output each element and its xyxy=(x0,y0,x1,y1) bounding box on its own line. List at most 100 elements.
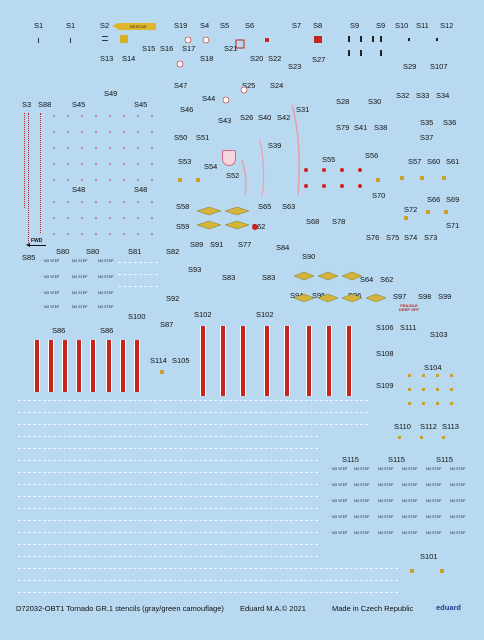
label-s99: S99 xyxy=(438,292,452,301)
label-s24: S24 xyxy=(270,81,284,90)
label-s64: S64 xyxy=(360,275,374,284)
label-s6: S6 xyxy=(245,21,255,30)
no-step-stencil: NO STEP xyxy=(72,305,88,309)
label-s110: S110 xyxy=(394,422,411,431)
no-step-stencil: NO STEP xyxy=(354,499,370,503)
label-s2: S2 xyxy=(100,21,110,30)
label-s103: S103 xyxy=(430,330,448,339)
s104-yellow-grid xyxy=(408,374,453,405)
label-s12: S12 xyxy=(440,21,454,30)
label-s40: S40 xyxy=(258,113,272,122)
label-s69: S69 xyxy=(446,195,460,204)
label-s33: S33 xyxy=(416,91,430,100)
s3-dotted-line xyxy=(24,113,25,208)
no-step-stencil: NO STEP xyxy=(44,291,60,295)
s86-stripe xyxy=(90,340,96,392)
label-s48: S48 xyxy=(134,185,148,194)
label-s102: S102 xyxy=(194,310,212,319)
yellow-square xyxy=(444,210,448,214)
label-s28: S28 xyxy=(336,97,350,106)
s86-stripe xyxy=(120,340,126,392)
no-step-stencil: NO STEP xyxy=(426,467,442,471)
yellow-patch xyxy=(120,35,128,43)
label-s53: S53 xyxy=(178,157,192,166)
no-step-stencil: NO STEP xyxy=(378,499,394,503)
label-s104: S104 xyxy=(424,363,442,372)
label-s60: S60 xyxy=(427,157,441,166)
no-step-stencil: NO STEP xyxy=(332,499,348,503)
stencil-line xyxy=(18,412,368,413)
s88-dotted-line xyxy=(40,113,41,233)
stencil-line xyxy=(18,532,318,533)
s102-stripe xyxy=(284,326,290,396)
no-step-stencil: NO STEP xyxy=(378,531,394,535)
yellow-square xyxy=(426,210,430,214)
label-s106: S106 xyxy=(376,323,394,332)
label-s80: S80 xyxy=(86,247,100,256)
s101-marks xyxy=(410,569,444,573)
label-s84: S84 xyxy=(276,243,290,252)
label-s22: S22 xyxy=(268,54,282,63)
s81-line xyxy=(118,286,158,287)
no-step-stencil: NO STEP xyxy=(450,499,466,503)
label-s1: S1 xyxy=(66,21,76,30)
no-step-stencil: NO STEP xyxy=(450,467,466,471)
yellow-square xyxy=(196,178,200,182)
label-s111: S111 xyxy=(400,323,417,332)
label-s85: S85 xyxy=(22,253,36,262)
label-s83: S83 xyxy=(222,273,236,282)
label-s63: S63 xyxy=(282,202,296,211)
no-step-stencil: NO STEP xyxy=(354,483,370,487)
no-step-stencil: NO STEP xyxy=(402,531,418,535)
stencil-line xyxy=(18,568,398,569)
no-step-stencil: NO STEP xyxy=(378,483,394,487)
stencil-line xyxy=(18,520,318,521)
label-s76: S76 xyxy=(366,233,380,242)
stencil-line xyxy=(18,580,398,581)
s102-stripe xyxy=(200,326,206,396)
label-s42: S42 xyxy=(277,113,291,122)
label-s15: S15 xyxy=(142,44,156,53)
no-step-stencil: NO STEP xyxy=(426,499,442,503)
label-s114: S114 xyxy=(150,356,167,365)
label-s3: S3 xyxy=(22,100,32,109)
label-s25: S25 xyxy=(242,81,256,90)
yellow-square xyxy=(178,178,182,182)
label-s72: S72 xyxy=(404,205,418,214)
label-s48: S48 xyxy=(72,185,86,194)
s102-stripe xyxy=(306,326,312,396)
no-step-stencil: NO STEP xyxy=(98,259,114,263)
label-s115: S115 xyxy=(436,455,453,464)
label-s88: S88 xyxy=(38,100,52,109)
label-s18: S18 xyxy=(200,54,214,63)
label-s7: S7 xyxy=(292,21,302,30)
no-step-stencil: NO STEP xyxy=(44,305,60,309)
no-step-stencil: NO STEP xyxy=(332,515,348,519)
rescue-arrow-decal: RESCUE xyxy=(118,23,156,30)
label-s56: S56 xyxy=(365,151,379,160)
label-s95: S95 xyxy=(312,291,326,300)
label-s89: S89 xyxy=(190,240,204,249)
label-s109: S109 xyxy=(376,381,394,390)
s86-stripe xyxy=(134,340,140,392)
label-s39: S39 xyxy=(268,141,282,150)
no-step-stencil: NO STEP xyxy=(98,291,114,295)
label-s94: S94 xyxy=(290,291,304,300)
label-s86: S86 xyxy=(100,326,114,335)
label-s62: S62 xyxy=(380,275,394,284)
label-s75: S75 xyxy=(386,233,400,242)
label-s44: S44 xyxy=(202,94,216,103)
stencil-line xyxy=(18,472,318,473)
no-step-stencil: NO STEP xyxy=(426,515,442,519)
label-s62: S62 xyxy=(252,222,266,231)
stencil-line xyxy=(18,592,398,593)
label-s79: S79 xyxy=(336,123,350,132)
label-s78: S78 xyxy=(332,217,346,226)
label-s9: S9 xyxy=(376,21,386,30)
stencil-line xyxy=(18,436,318,437)
no-step-stencil: NO STEP xyxy=(98,275,114,279)
no-step-stencil: NO STEP xyxy=(402,515,418,519)
label-s61: S61 xyxy=(446,157,460,166)
label-s37: S37 xyxy=(420,133,434,142)
no-step-stencil: NO STEP xyxy=(98,305,114,309)
